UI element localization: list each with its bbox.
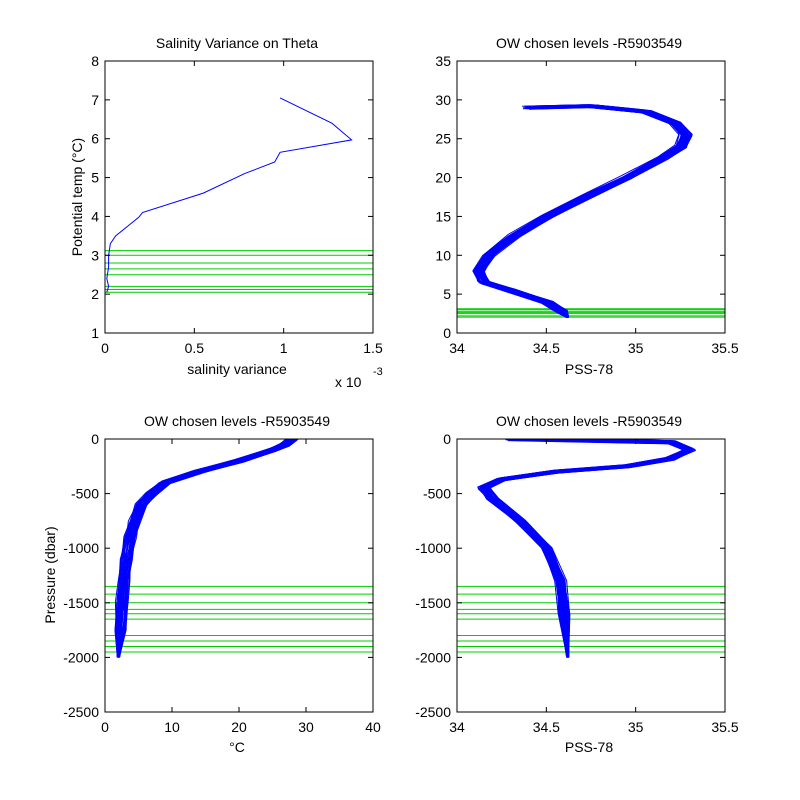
y-tick-label: 20	[435, 170, 451, 186]
y-tick-label: -1000	[63, 540, 99, 556]
chart-salinity-variance: Salinity Variance on Theta 0 0.5 1 1.5 1 2 3 4 5…	[69, 35, 383, 390]
x-tick-label: 10	[164, 719, 180, 735]
x-tick-label: 0	[101, 340, 109, 356]
y-tick-label: -2000	[63, 649, 99, 665]
y-axis-label: Potential temp (°C)	[69, 138, 85, 256]
y-tick-label: 0	[91, 431, 99, 447]
profile-line	[118, 439, 299, 658]
chart-title: OW chosen levels -R5903549	[144, 413, 330, 429]
y-tick-label: 30	[435, 92, 451, 108]
y-tick-label: 4	[91, 208, 99, 224]
x-axis-label: PSS-78	[565, 739, 613, 755]
y-tick-label: -1000	[415, 540, 451, 556]
y-tick-label: 25	[435, 131, 451, 147]
axis-ticks: 0 0.5 1 1.5 1 2 3 4 5 6 7 8	[91, 53, 383, 356]
profile-line	[117, 439, 288, 658]
x-axis-exponent: -3	[373, 366, 383, 378]
x-axis-label: salinity variance	[187, 361, 287, 377]
profile-line	[486, 439, 694, 658]
x-tick-label: 1.5	[363, 340, 383, 356]
y-tick-label: 5	[91, 170, 99, 186]
y-tick-label: 0	[443, 325, 451, 341]
x-tick-label: 0	[101, 719, 109, 735]
profile-line	[482, 439, 689, 658]
plot-area	[105, 97, 373, 293]
x-tick-label: 30	[298, 719, 314, 735]
y-tick-label: 10	[435, 247, 451, 263]
y-axis-label: Pressure (dbar)	[42, 526, 58, 623]
axis-ticks: 34 34.5 35 35.5 0 5 10 15 20 25 30 35	[435, 53, 738, 356]
plot-area	[457, 104, 725, 319]
x-tick-label: 34	[449, 719, 465, 735]
x-tick-label: 35.5	[711, 340, 738, 356]
axes-frame	[456, 60, 726, 334]
x-tick-label: 40	[365, 719, 381, 735]
x-axis-label: °C	[229, 739, 245, 755]
y-tick-label: 1	[91, 325, 99, 341]
y-tick-label: -1500	[415, 595, 451, 611]
axes-frame	[456, 438, 726, 713]
x-axis-multiplier: x 10	[335, 374, 362, 390]
profile-line	[476, 106, 685, 319]
chart-title: OW chosen levels -R5903549	[496, 413, 682, 429]
x-tick-label: 35	[628, 719, 644, 735]
y-tick-label: 2	[91, 286, 99, 302]
plot-area	[457, 439, 725, 658]
x-axis-label: PSS-78	[565, 361, 613, 377]
y-tick-label: 5	[443, 286, 451, 302]
x-tick-label: 34.5	[533, 340, 560, 356]
y-tick-label: 35	[435, 53, 451, 69]
y-tick-label: 6	[91, 131, 99, 147]
y-tick-label: -500	[71, 486, 99, 502]
x-tick-label: 34	[449, 340, 465, 356]
chart-title: Salinity Variance on Theta	[156, 35, 318, 51]
y-tick-label: 7	[91, 92, 99, 108]
profile-line	[477, 439, 687, 658]
chart-title: OW chosen levels -R5903549	[496, 35, 682, 51]
y-tick-label: 8	[91, 53, 99, 69]
y-tick-label: -1500	[63, 595, 99, 611]
x-tick-label: 1	[280, 340, 288, 356]
y-tick-label: -2500	[415, 704, 451, 720]
x-tick-label: 34.5	[533, 719, 560, 735]
profile-line	[485, 439, 692, 658]
axes-frame	[104, 60, 374, 334]
profile-line	[478, 104, 688, 318]
y-tick-label: -500	[423, 486, 451, 502]
profile-line	[117, 439, 292, 658]
y-tick-label: 3	[91, 247, 99, 263]
x-tick-label: 0.5	[185, 340, 205, 356]
x-tick-label: 35	[628, 340, 644, 356]
x-tick-label: 35.5	[711, 719, 738, 735]
plot-area	[105, 439, 373, 658]
y-tick-label: 0	[443, 431, 451, 447]
series-line	[106, 97, 353, 293]
profile-line	[118, 439, 297, 658]
x-tick-label: 20	[231, 719, 247, 735]
axis-ticks: 0 10 20 30 40 -2500 -2000 -1500 -1000 -500 0	[63, 431, 381, 735]
profile-line	[472, 105, 680, 318]
profile-line	[474, 104, 680, 318]
profile-line	[118, 440, 297, 658]
y-tick-label: -2000	[415, 649, 451, 665]
axis-ticks: 34 34.5 35 35.5 -2500 -2000 -1500 -1000 -500 0	[415, 431, 739, 735]
chart-salinity-theta: OW chosen levels -R5903549 34 34.5 35 35.5 0…	[435, 35, 738, 377]
chart-temperature-pressure: OW chosen levels -R5903549 0 10 20 30 40 -250…	[42, 413, 381, 755]
y-tick-label: -2500	[63, 704, 99, 720]
y-tick-label: 15	[435, 208, 451, 224]
chart-salinity-pressure: OW chosen levels -R5903549 34 34.5 35 35.5 -…	[415, 413, 739, 755]
